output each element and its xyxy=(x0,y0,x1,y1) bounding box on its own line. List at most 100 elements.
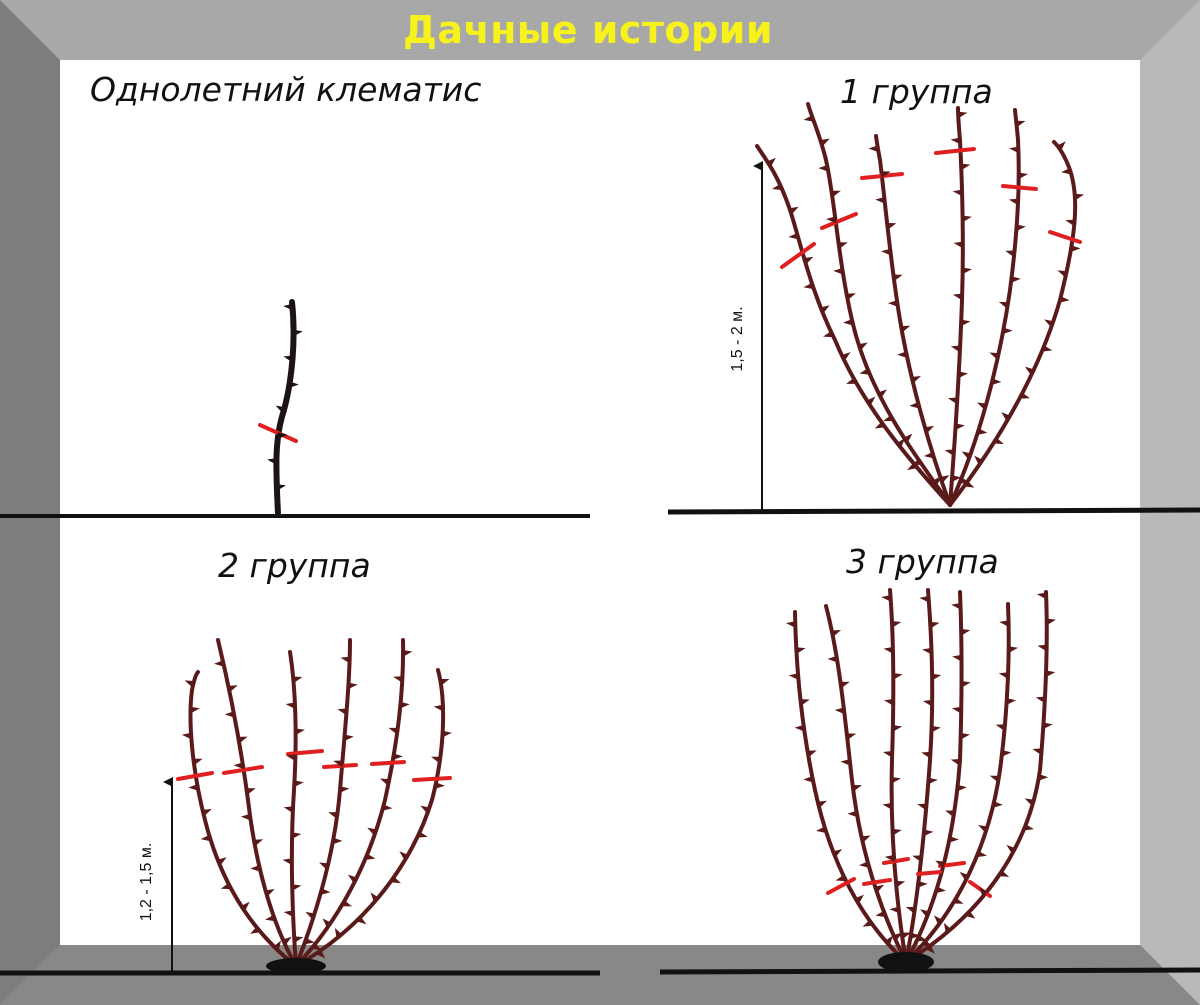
leaf-bud xyxy=(291,832,302,840)
leaf-bud xyxy=(338,786,350,794)
leaf-bud xyxy=(286,754,297,762)
leaf-bud xyxy=(854,894,864,905)
leaf-bud xyxy=(874,421,887,429)
leaf-bud xyxy=(1045,670,1056,678)
leaf-bud xyxy=(189,706,200,714)
cut-mark xyxy=(286,749,324,756)
leaf-bud xyxy=(240,901,250,913)
leaf-bud xyxy=(978,824,989,834)
leaf-bud xyxy=(923,451,936,459)
leaf-bud xyxy=(389,876,401,884)
leaf-bud xyxy=(292,676,303,684)
leaf-bud xyxy=(399,701,410,709)
leaf-bud xyxy=(951,897,964,904)
leaf-bud xyxy=(245,788,256,796)
leaf-bud xyxy=(188,784,200,792)
leaf-bud xyxy=(922,699,933,707)
leaf-bud xyxy=(934,886,946,894)
leaf-bud xyxy=(340,656,351,664)
leaf-bud xyxy=(794,724,806,732)
leaf-bud xyxy=(830,190,841,198)
leaf-bud xyxy=(897,351,909,359)
leaf-bud xyxy=(201,808,212,817)
leaf-bud xyxy=(1008,198,1019,206)
leaf-bud xyxy=(943,922,952,935)
leaf-bud xyxy=(823,330,835,338)
leaf-bud xyxy=(887,300,899,308)
leaf-bud xyxy=(964,910,976,919)
leaf-bud xyxy=(917,803,928,811)
cut-mark xyxy=(780,242,816,269)
leaf-bud xyxy=(952,189,963,197)
leaf-bud xyxy=(950,758,961,767)
leaf-bud xyxy=(275,484,287,492)
leaf-bud xyxy=(846,377,858,384)
leaf-bud xyxy=(340,900,352,907)
leaf-bud xyxy=(868,145,880,153)
leaf-bud xyxy=(961,451,972,461)
leaf-bud xyxy=(881,594,892,603)
leaf-bud xyxy=(995,724,1006,732)
leaf-bud xyxy=(975,850,987,858)
cut-mark xyxy=(934,147,976,155)
plant-group1 xyxy=(755,102,1085,507)
leaf-bud xyxy=(283,910,294,918)
leaf-bud xyxy=(803,256,814,266)
leaf-bud xyxy=(892,724,903,733)
leaf-bud xyxy=(884,935,894,947)
leaf-bud xyxy=(224,711,236,719)
leaf-bud xyxy=(833,267,844,275)
leaf-bud xyxy=(303,937,315,945)
leaf-bud xyxy=(877,389,887,399)
leaf-bud xyxy=(1037,644,1048,652)
leaf-bud xyxy=(388,727,399,735)
leaf-bud xyxy=(328,812,339,820)
leaf-bud xyxy=(991,801,1003,809)
leaf-bud xyxy=(919,595,930,603)
leaf-bud xyxy=(333,760,344,768)
leaf-bud xyxy=(998,672,1009,680)
leaf-bud xyxy=(916,881,928,889)
leaf-bud xyxy=(890,776,901,785)
leaf-bud xyxy=(903,433,913,444)
leaf-bud xyxy=(334,927,343,940)
leaf-bud xyxy=(862,919,875,927)
leaf-bud xyxy=(960,319,971,327)
leaf-bud xyxy=(331,837,343,845)
leaf-bud xyxy=(1010,276,1021,284)
leaf-bud xyxy=(1000,749,1012,758)
leaf-bud xyxy=(834,707,846,715)
leaf-bud xyxy=(803,282,815,290)
leaf-bud xyxy=(933,915,943,926)
leaf-bud xyxy=(880,248,892,256)
leaf-bud xyxy=(1024,798,1035,807)
leaf-bud xyxy=(292,329,303,337)
leaf-bud xyxy=(181,732,193,740)
leaf-bud xyxy=(957,371,968,379)
leaf-bud xyxy=(843,318,855,326)
leaf-bud xyxy=(253,839,264,847)
leaf-bud xyxy=(1001,327,1013,335)
leaf-bud xyxy=(795,647,806,655)
leaf-bud xyxy=(282,936,292,947)
leaf-bud xyxy=(958,477,970,484)
leaf-bud xyxy=(905,906,916,915)
leaf-bud xyxy=(860,835,871,844)
leaf-bud xyxy=(420,805,431,815)
title-group3: 3 группа xyxy=(846,542,999,581)
leaf-bud xyxy=(379,778,391,787)
leaf-bud xyxy=(1035,696,1046,704)
leaf-bud xyxy=(819,305,830,315)
leaf-bud xyxy=(1056,141,1066,152)
ground-group3 xyxy=(659,967,1200,975)
leaf-bud xyxy=(931,673,942,681)
leaf-bud xyxy=(882,750,894,759)
cut-mark xyxy=(322,763,358,769)
leaf-bud xyxy=(992,437,1004,444)
leaf-bud xyxy=(912,855,923,863)
leaf-bud xyxy=(883,414,895,422)
leaf-bud xyxy=(433,782,445,790)
leaf-bud xyxy=(1058,296,1070,303)
leaf-bud xyxy=(441,730,452,738)
leaf-bud xyxy=(1045,618,1056,626)
